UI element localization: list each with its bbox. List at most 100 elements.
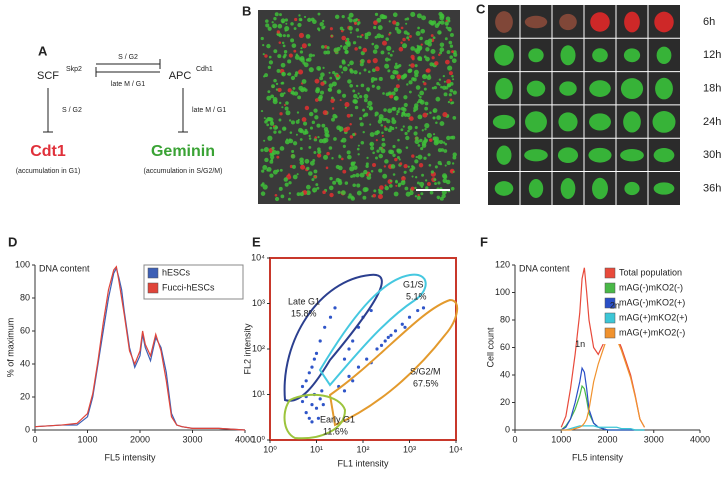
cell: [419, 95, 422, 99]
cell: [279, 13, 282, 17]
cell: [305, 34, 311, 39]
timepoint-label: 36h: [703, 182, 721, 194]
cell: [410, 46, 415, 51]
legend-swatch: [604, 312, 616, 324]
cell: [275, 126, 279, 129]
legend-box: [143, 264, 244, 300]
cell: [411, 175, 414, 178]
cell: [300, 57, 305, 63]
cell: [448, 93, 452, 97]
cell: [451, 135, 456, 140]
cell: [379, 185, 384, 190]
cell: [380, 50, 385, 55]
y-tick-label: 120: [495, 259, 510, 269]
cell: [378, 146, 383, 151]
cell: [271, 21, 274, 24]
y-tick-label: 20: [500, 397, 510, 407]
cell: [356, 97, 359, 100]
cell: [266, 123, 270, 127]
cell: [325, 166, 329, 170]
cell: [392, 69, 397, 75]
cell: [306, 166, 310, 171]
cell: [439, 121, 445, 126]
cell: [353, 165, 358, 170]
cell: [421, 129, 424, 132]
cell: [349, 31, 352, 34]
cell: [414, 159, 419, 164]
cell: [283, 103, 286, 107]
cell: [359, 122, 364, 127]
gate-name: Early G1: [320, 414, 355, 424]
cell: [290, 75, 296, 81]
point: [351, 339, 355, 343]
cell: [451, 58, 457, 64]
cell: [369, 132, 375, 137]
panel-label: D: [8, 234, 17, 249]
cell: [322, 110, 328, 116]
nucleus: [652, 111, 676, 133]
cell: [354, 47, 358, 51]
cell: [424, 106, 428, 111]
cell: [444, 21, 449, 26]
point: [342, 357, 347, 361]
panel-label: A: [38, 43, 48, 58]
cell: [267, 26, 272, 31]
cell: [314, 78, 320, 84]
cell: [436, 115, 441, 120]
cell-dots: [260, 11, 458, 202]
cell: [433, 178, 437, 182]
cell: [349, 135, 354, 139]
cell: [378, 189, 384, 195]
cell: [384, 185, 389, 191]
cell: [370, 146, 375, 151]
cell: [285, 22, 288, 25]
point: [347, 374, 351, 378]
x-tick-label: 10¹: [310, 444, 323, 454]
cell: [277, 87, 282, 93]
cell: [406, 36, 410, 40]
cell: [434, 136, 439, 142]
cell: [309, 160, 315, 166]
cell: [278, 130, 282, 134]
cell: [375, 139, 378, 142]
cell: [390, 164, 396, 169]
cell: [402, 37, 406, 42]
y-tick-label: 10³: [252, 298, 265, 308]
cell: [373, 25, 377, 30]
timepoint-label: 6h: [703, 16, 715, 28]
cell: [340, 157, 344, 161]
timelapse-grid: [488, 5, 680, 205]
cell: [322, 19, 325, 23]
cell: [269, 152, 273, 156]
cell: [390, 74, 395, 80]
cell: [342, 66, 348, 72]
cell: [309, 126, 314, 130]
cell: [287, 88, 292, 93]
cdt1-note: (accumulation in G1): [16, 168, 81, 175]
cell: [342, 169, 347, 174]
cell: [387, 91, 392, 96]
cell: [261, 169, 265, 173]
cell: [450, 101, 453, 105]
cell: [292, 174, 298, 180]
gate-name: Late G1: [288, 296, 320, 306]
cell: [425, 186, 429, 190]
cell: [376, 17, 382, 23]
cell: [404, 18, 407, 21]
cell: [330, 96, 334, 100]
cell: [316, 153, 322, 158]
cell: [419, 181, 425, 187]
cell: [427, 153, 431, 157]
cell: [333, 137, 337, 141]
cell: [263, 75, 266, 78]
point: [356, 365, 361, 369]
cell: [322, 190, 326, 195]
cell: [280, 194, 285, 199]
cell: [338, 178, 342, 183]
gate: [328, 298, 459, 427]
cell: [344, 102, 350, 108]
panel-label: E: [252, 234, 261, 249]
cell: [417, 114, 423, 120]
x-tick-label: 0: [32, 434, 37, 444]
y-tick-label: 60: [500, 342, 510, 352]
